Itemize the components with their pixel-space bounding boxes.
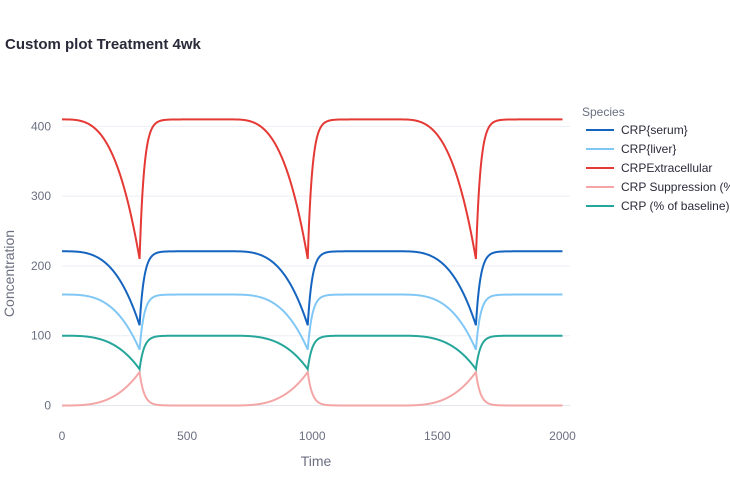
x-tick-label: 1500: [424, 429, 451, 443]
series-line-4[interactable]: [62, 334, 563, 372]
legend-label[interactable]: CRP Suppression (%): [621, 180, 730, 194]
y-tick-label: 0: [44, 398, 51, 412]
series-line-0[interactable]: [62, 250, 563, 326]
legend-title: Species: [582, 105, 625, 119]
series-line-1[interactable]: [62, 293, 563, 351]
y-tick-label: 400: [31, 119, 51, 133]
x-tick-label: 1000: [299, 429, 326, 443]
x-axis-title: Time: [301, 453, 332, 469]
legend[interactable]: Species CRP{serum} CRP{liver} CRPExtracell…: [582, 105, 730, 213]
legend-label[interactable]: CRP (% of baseline): [621, 199, 730, 213]
x-tick-label: 2000: [549, 429, 576, 443]
series-line-2[interactable]: [62, 118, 563, 260]
y-axis-title: Concentration: [1, 230, 17, 317]
legend-label[interactable]: CRP{serum}: [621, 123, 688, 137]
y-tick-label: 300: [31, 189, 51, 203]
y-tick-label: 200: [31, 259, 51, 273]
x-tick-label: 0: [59, 429, 66, 443]
y-axis-ticks: 0 100 200 300 400: [31, 119, 51, 412]
chart-title: Custom plot Treatment 4wk: [5, 36, 201, 53]
x-axis-ticks: 0 500 1000 1500 2000: [59, 429, 577, 443]
series-lines: [62, 118, 563, 407]
x-tick-label: 500: [177, 429, 197, 443]
legend-label[interactable]: CRPExtracellular: [621, 161, 712, 175]
legend-label[interactable]: CRP{liver}: [621, 142, 676, 156]
y-tick-label: 100: [31, 329, 51, 343]
series-line-3[interactable]: [62, 369, 563, 407]
